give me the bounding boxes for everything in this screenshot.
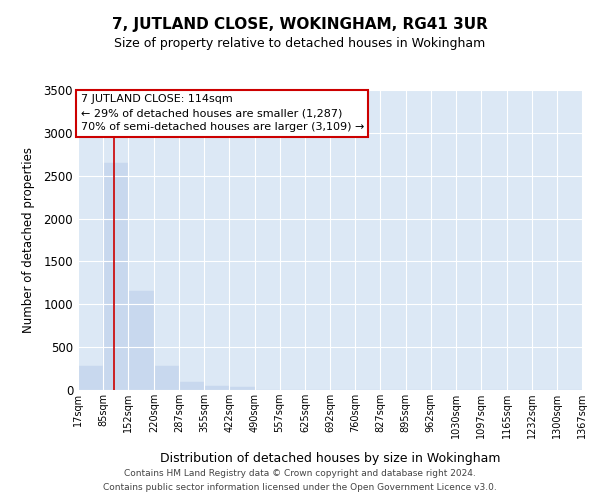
Bar: [179, 382, 204, 390]
Text: Contains public sector information licensed under the Open Government Licence v3: Contains public sector information licen…: [103, 484, 497, 492]
X-axis label: Distribution of detached houses by size in Wokingham: Distribution of detached houses by size …: [160, 452, 500, 465]
Bar: [204, 386, 229, 390]
Text: Contains HM Land Registry data © Crown copyright and database right 2024.: Contains HM Land Registry data © Crown c…: [124, 468, 476, 477]
Bar: [128, 292, 154, 390]
Text: Size of property relative to detached houses in Wokingham: Size of property relative to detached ho…: [115, 38, 485, 51]
Bar: [229, 388, 254, 390]
Y-axis label: Number of detached properties: Number of detached properties: [22, 147, 35, 333]
Text: 7 JUTLAND CLOSE: 114sqm
← 29% of detached houses are smaller (1,287)
70% of semi: 7 JUTLAND CLOSE: 114sqm ← 29% of detache…: [80, 94, 364, 132]
Bar: [103, 163, 128, 390]
Bar: [78, 366, 103, 390]
Bar: [154, 366, 179, 390]
Text: 7, JUTLAND CLOSE, WOKINGHAM, RG41 3UR: 7, JUTLAND CLOSE, WOKINGHAM, RG41 3UR: [112, 18, 488, 32]
